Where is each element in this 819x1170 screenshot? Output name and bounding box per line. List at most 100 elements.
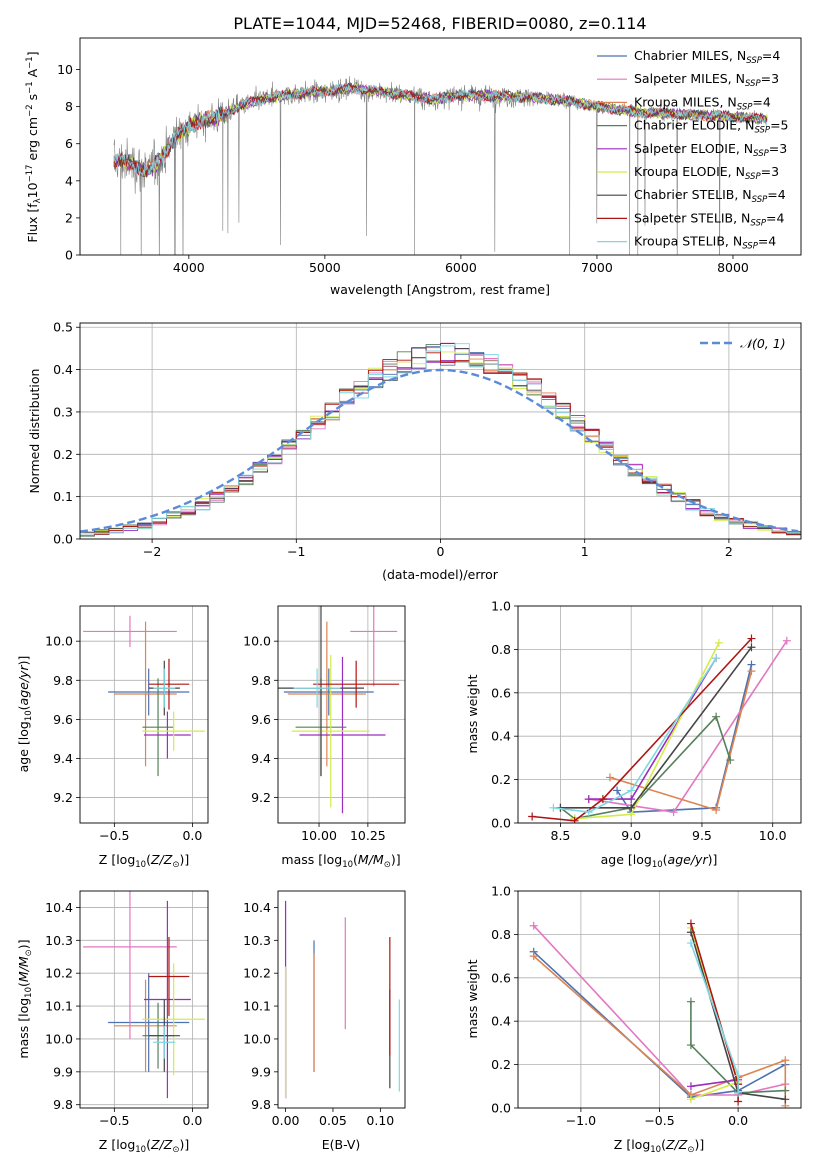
weight-marker [781, 1056, 790, 1065]
y-tick-label: 9.8 [53, 673, 73, 688]
weight-marker [782, 636, 791, 645]
y-tick-label: 0.4 [491, 729, 511, 744]
y-tick-label: 0.5 [53, 320, 73, 335]
panel-age_vs_mass: 10.00 10.25 9.2 9.4 9.6 9.8 10.0 mass [log10(M/… [243, 605, 406, 870]
y-tick-label: 9.8 [251, 1097, 271, 1112]
y-tick-label: 10.1 [243, 999, 271, 1014]
x-tick-label: −0.5 [99, 828, 129, 843]
weight-series-line [553, 657, 717, 813]
y-tick-label: 10.0 [243, 1031, 271, 1046]
x-tick-label: 10.0 [759, 828, 787, 843]
weight-marker [613, 786, 622, 795]
weight-marker [686, 1095, 695, 1104]
y-tick-label: 10.0 [45, 1031, 73, 1046]
x-axis-label: wavelength [Angstrom, rest frame] [330, 282, 550, 297]
x-tick-label: 4000 [173, 260, 205, 275]
plot-area-mass_vs_Z [83, 891, 205, 1099]
x-axis-label: mass [log10(M/M⊙)] [281, 852, 400, 870]
y-axis-label: age [log10(age/yr)] [16, 656, 34, 773]
weight-marker [570, 816, 579, 823]
y-tick-label: 10.0 [243, 634, 271, 649]
panel-mass_vs_Z: −0.5 0.0 9.8 9.9 10.0 10.1 10.2 10.3 10.4 Z [log1… [16, 890, 209, 1155]
axes-frame [517, 890, 802, 1109]
y-tick-label: 0.0 [53, 532, 73, 547]
x-tick-label: 6000 [445, 260, 477, 275]
y-tick-label: 9.6 [251, 712, 271, 727]
y-axis-label: mass weight [465, 959, 480, 1038]
weight-series-line [574, 642, 720, 820]
weight-marker [686, 939, 695, 948]
y-tick-label: 0.2 [491, 1057, 511, 1072]
legend-entry: 𝒩(0, 1) [740, 336, 786, 351]
x-tick-label: 0.0 [728, 1113, 748, 1128]
x-tick-label: −0.5 [644, 1113, 674, 1128]
x-tick-label: 0.00 [272, 1113, 300, 1128]
legend-entry: Chabrier STELIB, NSSP=4 [634, 187, 786, 205]
weight-series-line [690, 1001, 786, 1094]
x-tick-label: 8.5 [551, 828, 571, 843]
x-axis-label: Z [log10(Z/Z⊙)] [99, 1137, 189, 1155]
panel-age_vs_Z: −0.5 0.0 9.2 9.4 9.6 9.8 10.0 Z [log10(Z/Z⊙)] ag… [16, 605, 209, 870]
panel-weight_vs_age: 8.5 9.0 9.5 10.0 0.0 0.2 0.4 0.6 0.8 1.0 age [log1… [465, 599, 802, 870]
legend-entry: Salpeter MILES, NSSP=3 [634, 71, 779, 89]
x-tick-label: 0.0 [182, 828, 202, 843]
y-tick-label: 0.8 [491, 642, 511, 657]
y-tick-label: 8 [65, 99, 73, 114]
x-tick-label: 8000 [717, 260, 749, 275]
x-tick-label: 0.10 [366, 1113, 394, 1128]
y-tick-label: 10.3 [45, 933, 73, 948]
y-tick-label: 0.2 [491, 772, 511, 787]
x-tick-label: 0 [437, 544, 445, 559]
weight-marker [529, 921, 538, 930]
x-tick-label: 0.05 [319, 1113, 347, 1128]
y-tick-label: 10.4 [45, 900, 73, 915]
y-tick-label: 6 [65, 136, 73, 151]
weight-marker [686, 1041, 695, 1050]
weight-marker [686, 997, 695, 1006]
y-tick-label: 10.2 [243, 966, 271, 981]
weight-marker [605, 773, 614, 782]
weight-marker [781, 1095, 790, 1104]
y-axis-label: Normed distribution [27, 369, 42, 494]
x-axis-label: Z [log10(Z/Z⊙)] [99, 852, 189, 870]
y-tick-label: 4 [65, 173, 73, 188]
legend-entry: Chabrier ELODIE, NSSP=5 [634, 118, 789, 136]
y-tick-label: 9.4 [251, 751, 271, 766]
y-tick-label: 9.2 [251, 790, 271, 805]
x-tick-label: −1 [287, 544, 305, 559]
figure-title: PLATE=1044, MJD=52468, FIBERID=0080, z=0… [233, 14, 646, 33]
y-tick-label: 9.2 [53, 790, 73, 805]
panel-weight_vs_Z: −1.0 −0.5 0.0 0.0 0.2 0.4 0.6 0.8 1.0 Z [log10(Z/… [465, 884, 802, 1155]
weight-marker [669, 808, 678, 817]
axes-frame [79, 322, 802, 540]
legend-entry: Chabrier MILES, NSSP=4 [634, 48, 780, 66]
weight-marker [549, 803, 558, 812]
y-tick-label: 0.0 [491, 816, 511, 831]
weight-marker [627, 795, 636, 804]
legend-entry: Kroupa ELODIE, NSSP=3 [634, 164, 779, 182]
x-tick-label: −0.5 [99, 1113, 129, 1128]
legend-entry: Kroupa MILES, NSSP=4 [634, 94, 771, 112]
y-tick-label: 9.8 [53, 1097, 73, 1112]
axes-frame [79, 605, 209, 824]
x-tick-label: 9.5 [692, 828, 712, 843]
x-tick-label: −2 [143, 544, 161, 559]
y-axis-label: mass weight [465, 674, 480, 753]
panel-residuals: −2 −1 0 1 2 0.0 0.1 0.2 0.3 0.4 0.5 𝒩(0, 1) (data-mo… [27, 320, 802, 582]
y-tick-label: 0.0 [491, 1101, 511, 1116]
weight-series-line [588, 640, 788, 813]
weight-marker [686, 1082, 695, 1091]
y-axis-label: mass [log10(M/M⊙)] [16, 939, 34, 1058]
x-axis-label: E(B-V) [322, 1137, 361, 1152]
y-tick-label: 1.0 [491, 884, 511, 899]
y-tick-label: 0.4 [491, 1014, 511, 1029]
y-tick-label: 10.2 [45, 966, 73, 981]
axes-frame [79, 890, 209, 1109]
x-tick-label: 1 [581, 544, 589, 559]
axes-frame [277, 605, 406, 824]
plot-area-age_vs_mass [278, 606, 400, 814]
x-tick-label: −1.0 [566, 1113, 596, 1128]
weight-marker [627, 803, 636, 812]
x-axis-label: (data-model)/error [382, 567, 499, 582]
